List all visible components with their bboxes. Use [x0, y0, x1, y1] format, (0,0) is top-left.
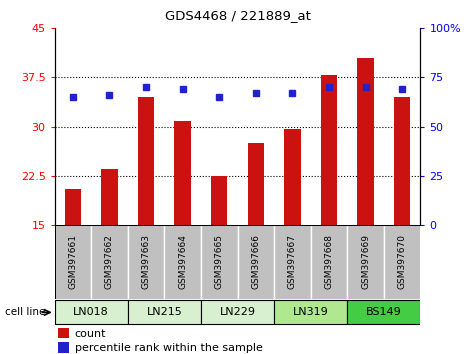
Bar	[201, 301, 274, 324]
Text: GSM397663: GSM397663	[142, 234, 151, 290]
Bar	[201, 225, 238, 299]
Text: GSM397668: GSM397668	[324, 234, 333, 290]
Text: GSM397667: GSM397667	[288, 234, 297, 290]
Text: GSM397664: GSM397664	[178, 234, 187, 290]
Bar	[55, 301, 128, 324]
Text: GSM397670: GSM397670	[398, 234, 407, 290]
Bar	[284, 129, 301, 225]
Text: GSM397666: GSM397666	[251, 234, 260, 290]
Bar	[274, 225, 311, 299]
Text: LN229: LN229	[219, 307, 256, 318]
Bar	[247, 143, 264, 225]
Bar	[238, 225, 274, 299]
Bar	[174, 121, 191, 225]
Bar	[91, 225, 128, 299]
Text: LN018: LN018	[73, 307, 109, 318]
Text: GSM397662: GSM397662	[105, 234, 114, 290]
Bar	[384, 225, 420, 299]
Bar	[58, 328, 69, 338]
Bar	[211, 176, 228, 225]
Bar	[65, 189, 81, 225]
Bar	[394, 97, 410, 225]
Text: GSM397665: GSM397665	[215, 234, 224, 290]
Bar	[274, 301, 347, 324]
Bar	[347, 301, 420, 324]
Text: GSM397661: GSM397661	[68, 234, 77, 290]
Text: GSM397669: GSM397669	[361, 234, 370, 290]
Text: LN319: LN319	[293, 307, 329, 318]
Text: percentile rank within the sample: percentile rank within the sample	[75, 343, 263, 353]
Bar	[321, 75, 337, 225]
Text: BS149: BS149	[366, 307, 402, 318]
Bar	[138, 97, 154, 225]
Bar	[357, 58, 374, 225]
Bar	[101, 169, 118, 225]
Bar	[164, 225, 201, 299]
Text: count: count	[75, 329, 106, 339]
Bar	[55, 225, 91, 299]
Bar	[58, 342, 69, 353]
Text: cell line: cell line	[5, 307, 45, 318]
Text: GDS4468 / 221889_at: GDS4468 / 221889_at	[164, 9, 311, 22]
Bar	[311, 225, 347, 299]
Bar	[128, 301, 201, 324]
Bar	[128, 225, 164, 299]
Text: LN215: LN215	[146, 307, 182, 318]
Bar	[347, 225, 384, 299]
